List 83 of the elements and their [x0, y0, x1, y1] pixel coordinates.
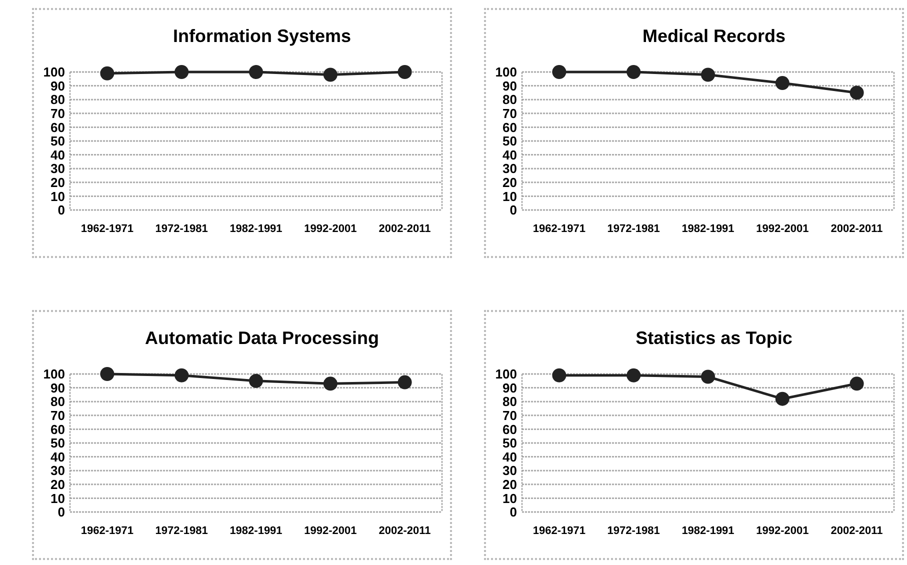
point	[626, 65, 641, 79]
x-tick-label: 1962-1971	[532, 525, 586, 537]
y-tick-label: 20	[50, 174, 65, 190]
y-tick-label: 10	[502, 490, 517, 506]
point	[174, 368, 189, 382]
y-tick-label: 60	[502, 120, 517, 135]
y-tick-label: 100	[495, 366, 517, 382]
chart-title: Automatic Data Processing	[144, 328, 380, 348]
y-tick-label: 80	[50, 394, 65, 410]
y-tick-label: 30	[50, 161, 65, 176]
y-tick-label: 0	[58, 202, 65, 218]
point	[323, 376, 338, 391]
y-tick-label: 100	[495, 64, 517, 80]
y-tick-label: 90	[50, 78, 65, 94]
y-tick-label: 70	[502, 106, 517, 121]
x-tick-label: 1962-1971	[532, 223, 586, 235]
y-tick-label: 70	[50, 408, 65, 423]
point	[850, 86, 864, 100]
x-tick-label: 1982-1991	[682, 223, 734, 235]
x-tick-label: 1992-2001	[304, 525, 357, 537]
x-tick-label: 1982-1991	[682, 525, 734, 537]
y-tick-label: 70	[502, 408, 517, 423]
y-tick-label: 80	[50, 92, 65, 108]
y-tick-label: 0	[510, 504, 517, 520]
y-tick-label: 10	[50, 490, 65, 506]
chart-title: Information Systems	[172, 26, 352, 46]
x-tick-label: 1972-1981	[607, 525, 660, 537]
point	[552, 368, 566, 382]
point	[552, 65, 566, 79]
point	[249, 374, 263, 388]
point	[626, 368, 641, 382]
point	[775, 392, 790, 406]
y-tick-label: 100	[43, 64, 65, 80]
y-tick-label: 50	[502, 436, 517, 451]
y-tick-label: 20	[502, 476, 517, 492]
x-tick-label: 1962-1971	[80, 525, 134, 537]
x-tick-label: 1972-1981	[155, 223, 208, 235]
x-tick-label: 2002-2011	[378, 223, 431, 235]
point	[398, 375, 412, 390]
x-tick-label: 2002-2011	[830, 525, 883, 537]
x-tick-label: 1962-1971	[80, 223, 134, 235]
x-tick-label: 2002-2011	[378, 525, 431, 537]
y-tick-label: 40	[502, 147, 517, 162]
x-tick-label: 1982-1991	[230, 525, 282, 537]
y-tick-label: 80	[502, 394, 517, 410]
chart-title: Medical Records	[642, 26, 786, 46]
y-tick-label: 60	[50, 422, 65, 437]
y-tick-label: 90	[502, 380, 517, 396]
x-tick-label: 1972-1981	[155, 525, 208, 537]
y-tick-label: 20	[502, 174, 517, 190]
y-tick-label: 40	[502, 449, 517, 464]
point	[850, 376, 864, 391]
y-tick-label: 90	[50, 380, 65, 396]
y-tick-label: 50	[50, 134, 65, 149]
y-tick-label: 50	[502, 134, 517, 149]
y-tick-label: 100	[43, 366, 65, 382]
y-tick-label: 0	[510, 202, 517, 218]
x-tick-label: 2002-2011	[830, 223, 883, 235]
y-tick-label: 60	[50, 120, 65, 135]
y-tick-label: 10	[50, 188, 65, 204]
point	[100, 367, 114, 381]
point	[701, 370, 715, 384]
y-tick-label: 40	[50, 449, 65, 464]
x-tick-label: 1992-2001	[756, 525, 809, 537]
y-tick-label: 30	[502, 463, 517, 478]
y-tick-label: 70	[50, 106, 65, 121]
point	[775, 76, 790, 90]
x-tick-label: 1992-2001	[304, 223, 357, 235]
y-tick-label: 20	[50, 476, 65, 492]
x-tick-label: 1982-1991	[230, 223, 282, 235]
y-tick-label: 40	[50, 147, 65, 162]
y-tick-label: 0	[58, 504, 65, 520]
y-tick-label: 30	[502, 161, 517, 176]
x-tick-label: 1972-1981	[607, 223, 660, 235]
y-tick-label: 30	[50, 463, 65, 478]
y-tick-label: 90	[502, 78, 517, 94]
y-tick-label: 60	[502, 422, 517, 437]
point	[701, 68, 715, 82]
chart-title: Statistics as Topic	[636, 328, 792, 348]
y-tick-label: 10	[502, 188, 517, 204]
y-tick-label: 50	[50, 436, 65, 451]
x-tick-label: 1992-2001	[756, 223, 809, 235]
y-tick-label: 80	[502, 92, 517, 108]
